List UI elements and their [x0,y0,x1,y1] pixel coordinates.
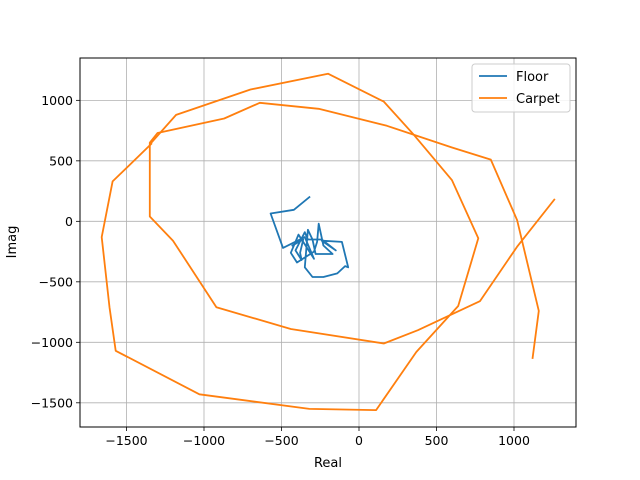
x-tick-label: −1500 [105,433,147,448]
series-line-carpet-2 [100,72,480,412]
y-tick-label: 1000 [41,93,73,108]
x-axis-label: Real [314,456,342,471]
x-tick-label: −500 [264,433,298,448]
legend-label-carpet: Carpet [516,92,560,107]
x-tick-label: 500 [425,433,449,448]
plot-lines [100,72,556,412]
x-tick-label: −1000 [183,433,225,448]
y-tick-label: −1500 [31,395,73,410]
y-tick-label: −500 [39,274,73,289]
x-tick-label: 1000 [498,433,530,448]
axis-ticks: −1500 −1000 −500 0 500 1000 −1500 −1000 −500 0 500… [31,93,530,448]
plot-frame [79,57,577,428]
x-tick-label: 0 [355,433,363,448]
y-tick-label: −1000 [31,335,73,350]
series-line-floor-0 [269,195,350,278]
y-axis-label: Imag [5,226,20,259]
legend: Floor Carpet [471,63,571,113]
y-tick-label: 500 [49,153,73,168]
series-line-carpet-1 [148,101,556,360]
legend-label-floor: Floor [516,70,549,85]
y-tick-label: 0 [65,214,73,229]
